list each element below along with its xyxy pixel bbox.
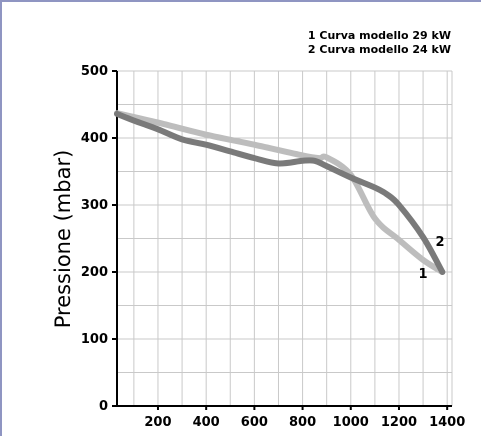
y-tick-label: 200	[81, 265, 108, 280]
x-tick-label: 1000	[333, 415, 369, 430]
x-tick-label: 1200	[381, 415, 417, 430]
x-tick-label: 400	[193, 415, 220, 430]
labels: 0 100 200 300 400 500 200 400 600 800 1000 1200 1400…	[51, 29, 465, 430]
series-line-29kw	[114, 110, 446, 275]
axes	[112, 70, 452, 410]
y-tick-label: 400	[81, 131, 108, 146]
x-tick-label: 200	[144, 415, 171, 430]
y-tick-label: 100	[81, 332, 108, 347]
x-tick-label: 800	[289, 415, 316, 430]
series-label-1: 1	[418, 267, 427, 282]
series-label-2: 2	[435, 235, 444, 250]
frame-border-top	[0, 0, 481, 2]
y-tick-label: 500	[81, 64, 108, 79]
y-axis-title: Pressione (mbar)	[51, 150, 75, 329]
series-layer	[114, 110, 446, 275]
y-tick-label: 300	[81, 198, 108, 213]
y-tick-label: 0	[99, 399, 108, 414]
series-line-24kw	[114, 110, 446, 275]
x-tick-label: 600	[241, 415, 268, 430]
x-tick-label: 1400	[429, 415, 465, 430]
legend-entry-2: 2 Curva modello 24 kW	[308, 43, 451, 56]
frame-border-left	[0, 0, 2, 436]
legend-entry-1: 1 Curva modello 29 kW	[308, 29, 451, 42]
